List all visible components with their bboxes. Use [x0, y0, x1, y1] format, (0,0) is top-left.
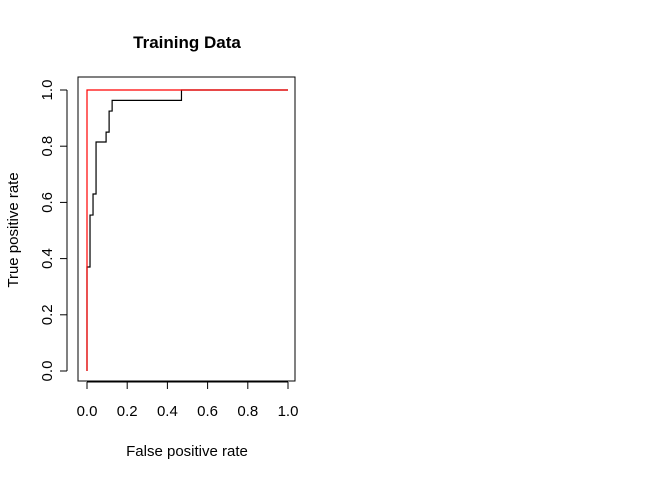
x-tick-label: 0.4 — [157, 403, 178, 420]
y-tick-label: 0.4 — [39, 248, 56, 269]
y-tick-label: 1.0 — [39, 80, 56, 101]
y-axis-label: True positive rate — [5, 172, 22, 287]
chart-title: Training Data — [133, 33, 241, 52]
y-tick-label: 0.8 — [39, 136, 56, 157]
x-tick-label: 1.0 — [278, 403, 299, 420]
y-tick-label: 0.0 — [39, 361, 56, 382]
plot-frame — [77, 76, 296, 382]
y-tick-label: 0.6 — [39, 192, 56, 213]
y-axis: 0.0 0.2 0.4 0.6 0.8 1.0 — [39, 80, 68, 382]
series-layer — [86, 89, 288, 371]
x-tick-label: 0.2 — [117, 403, 138, 420]
x-tick-label: 0.0 — [77, 403, 98, 420]
x-axis: 0.0 0.2 0.4 0.6 0.8 1.0 — [77, 381, 299, 420]
x-tick-label: 0.8 — [237, 403, 258, 420]
roc-curve-1 — [86, 89, 288, 371]
roc-curve-2 — [86, 89, 288, 371]
y-tick-label: 0.2 — [39, 304, 56, 325]
x-tick-label: 0.6 — [197, 403, 218, 420]
x-axis-label: False positive rate — [126, 443, 248, 460]
